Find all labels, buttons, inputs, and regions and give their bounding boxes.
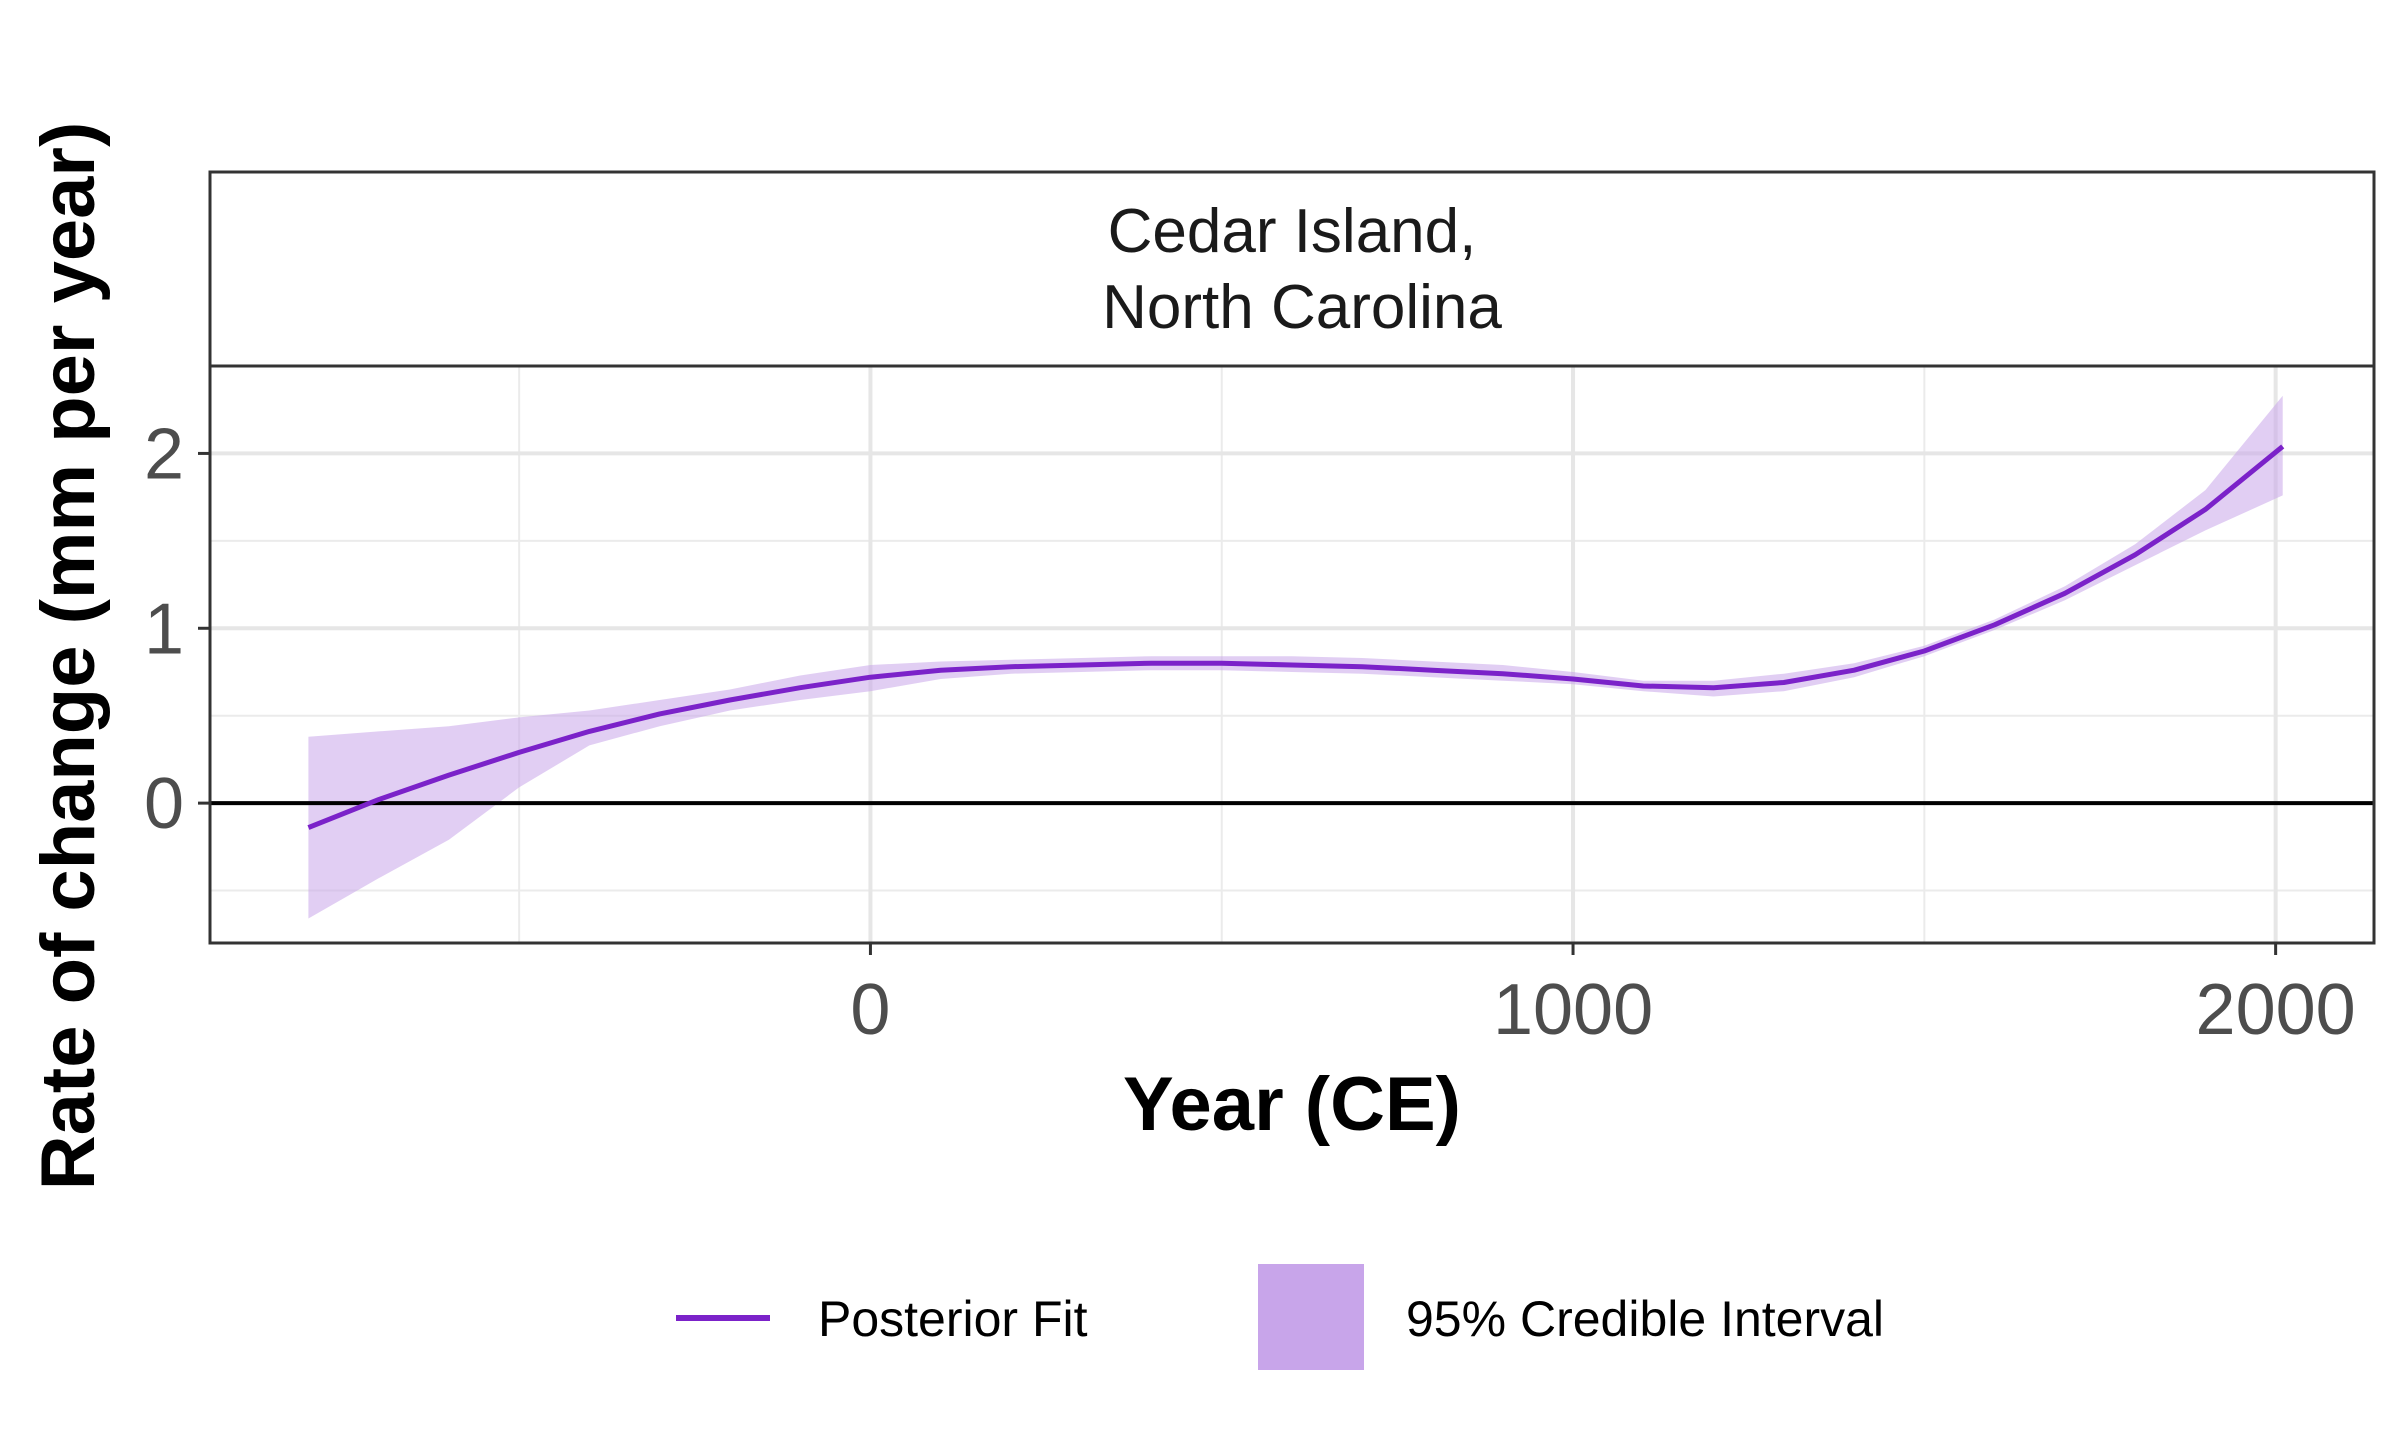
legend-label-posterior-fit: Posterior Fit	[818, 1291, 1088, 1347]
plot-panel	[210, 366, 2374, 943]
legend: Posterior Fit 95% Credible Interval	[676, 1264, 1884, 1370]
y-tick-label: 0	[144, 764, 184, 844]
legend-label-credible-interval: 95% Credible Interval	[1406, 1291, 1884, 1347]
x-axis-title: Year (CE)	[1123, 1062, 1461, 1147]
x-tick-label: 2000	[2196, 970, 2356, 1050]
credible-interval-band	[308, 395, 2283, 919]
x-tick-label: 1000	[1493, 970, 1653, 1050]
x-tick-label: 0	[850, 970, 890, 1050]
posterior-fit-line	[307, 444, 2285, 830]
facet-strip	[208, 170, 2376, 368]
facet-strip-title-line-1: Cedar Island,	[1108, 197, 1477, 266]
facet-strip-title-line-2: North Carolina	[1102, 273, 1502, 342]
y-axis-ticks: 0 1 2	[144, 414, 210, 844]
y-axis-title: Rate of change (mm per year)	[26, 122, 111, 1191]
y-tick-label: 2	[144, 414, 184, 494]
plot-panel-border	[208, 364, 2376, 945]
legend-key-credible-interval	[1258, 1264, 1364, 1370]
y-tick-label: 1	[144, 589, 184, 669]
x-axis-ticks: 0 1000 2000	[850, 943, 2356, 1050]
